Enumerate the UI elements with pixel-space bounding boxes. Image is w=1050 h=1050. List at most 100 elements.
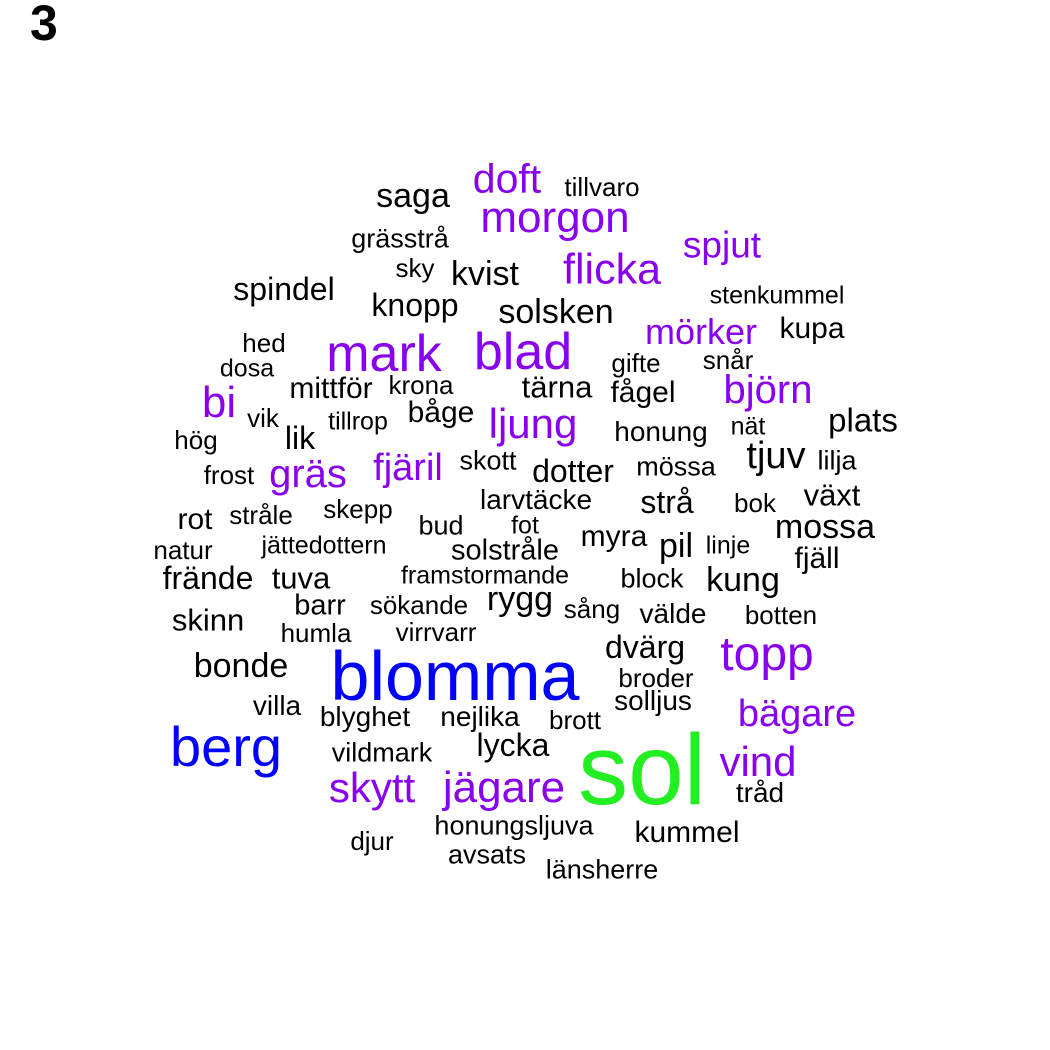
word-honung: honung [614, 416, 708, 447]
word-blomma: blomma [330, 637, 580, 715]
panel-label: 3 [30, 0, 58, 51]
word-solsken: solsken [498, 293, 614, 331]
word-blad: blad [473, 323, 573, 381]
word-fjall: fjäll [794, 542, 840, 575]
word-vik: vik [247, 403, 279, 433]
word-skepp: skepp [323, 494, 393, 524]
word-kung: kung [706, 561, 780, 599]
word-blyghet: blyghet [319, 701, 411, 732]
word-plats: plats [828, 401, 898, 439]
word-bage: båge [407, 396, 475, 429]
word-brott: brott [548, 705, 602, 735]
word-lilja: lilja [817, 445, 857, 476]
word-doft: doft [472, 155, 542, 202]
word-pil: pil [658, 527, 694, 565]
word-frande: frände [162, 560, 254, 596]
word-larvtacke: larvtäcke [479, 484, 593, 515]
word-skott: skott [459, 445, 517, 476]
word-honungsljuva: honungsljuva [434, 810, 594, 841]
word-lik: lik [284, 420, 316, 456]
word-tarna: tärna [521, 369, 593, 405]
word-fagel: fågel [610, 376, 676, 409]
word-natur: natur [153, 535, 213, 565]
word-nat: nät [730, 412, 766, 441]
word-lansherre: länsherre [545, 854, 659, 885]
word-skinn: skinn [171, 602, 245, 638]
word-framstormande: framstormande [400, 561, 570, 590]
word-knopp: knopp [371, 287, 459, 323]
word-avsats: avsats [447, 839, 527, 870]
word-spjut: spjut [682, 224, 762, 266]
word-solstrale: solstråle [451, 534, 559, 567]
word-mark: mark [326, 325, 442, 383]
word-myra: myra [580, 520, 648, 553]
word-stenkummel: stenkummel [709, 281, 845, 310]
word-bonde: bonde [193, 647, 289, 685]
word-frost: frost [203, 460, 255, 490]
word-bud: bud [418, 510, 464, 541]
word-sang: sång [563, 594, 621, 624]
word-tuva: tuva [271, 560, 331, 596]
word-botten: botten [744, 600, 818, 630]
word-virrvarr: virrvarr [395, 617, 477, 647]
word-bjorn: björn [723, 368, 813, 412]
word-broder: broder [618, 663, 694, 693]
word-kupa: kupa [779, 312, 845, 345]
word-morgon: morgon [480, 193, 630, 242]
word-spindel: spindel [233, 271, 335, 307]
word-jattedottern: jättedottern [261, 531, 387, 560]
word-bagare: bägare [737, 693, 857, 735]
word-vind: vind [719, 738, 797, 785]
word-gras: gräs [269, 452, 347, 496]
word-kummel: kummel [634, 816, 740, 849]
word-grasstra: grässtrå [351, 223, 449, 254]
word-snar: snår [702, 345, 754, 375]
word-hed: hed [242, 328, 286, 358]
word-topp: topp [720, 628, 814, 681]
word-saga: saga [376, 177, 450, 215]
word-nejlika: nejlika [440, 701, 520, 732]
word-valde: välde [639, 598, 707, 629]
word-dvarg: dvärg [604, 629, 686, 665]
word-jagare: jägare [442, 763, 566, 812]
word-kvist: kvist [451, 255, 519, 293]
word-strale: stråle [229, 500, 293, 530]
word-villa: villa [252, 690, 302, 721]
word-skytt: skytt [328, 764, 416, 811]
word-block: block [620, 563, 684, 594]
word-sky: sky [395, 253, 435, 283]
word-hog: hög [174, 425, 218, 455]
word-sokande: sökande [369, 590, 469, 620]
word-tjuv: tjuv [746, 435, 806, 477]
word-fjaril: fjäril [373, 447, 443, 489]
word-flicka: flicka [563, 245, 661, 294]
word-dosa: dosa [219, 354, 275, 383]
word-gifte: gifte [611, 348, 661, 378]
word-stra: strå [640, 484, 694, 520]
word-berg: berg [169, 715, 283, 778]
word-bi: bi [201, 378, 237, 427]
word-tillrop: tillrop [328, 407, 388, 436]
word-solljus: solljus [614, 685, 692, 716]
word-rot: rot [177, 503, 213, 536]
word-humla: humla [280, 618, 352, 648]
word-fot: fot [511, 511, 539, 540]
word-vildmark: vildmark [331, 737, 433, 768]
word-tillvaro: tillvaro [564, 172, 640, 202]
word-linje: linje [705, 531, 751, 560]
word-vaxt: växt [803, 477, 861, 513]
word-ljung: ljung [488, 400, 578, 447]
word-krona: krona [388, 370, 454, 400]
word-bok: bok [734, 488, 776, 518]
word-barr: barr [294, 589, 346, 622]
word-rygg: rygg [486, 580, 554, 618]
word-lycka: lycka [476, 727, 550, 763]
word-mossa: mössa [636, 451, 716, 482]
word-mossa: mossa [774, 508, 876, 546]
word-trad: tråd [735, 777, 785, 808]
word-sol: sol [578, 714, 706, 826]
word-djur: djur [350, 826, 394, 856]
word-mittfor: mittför [289, 372, 373, 405]
word-morker: mörker [644, 311, 758, 352]
